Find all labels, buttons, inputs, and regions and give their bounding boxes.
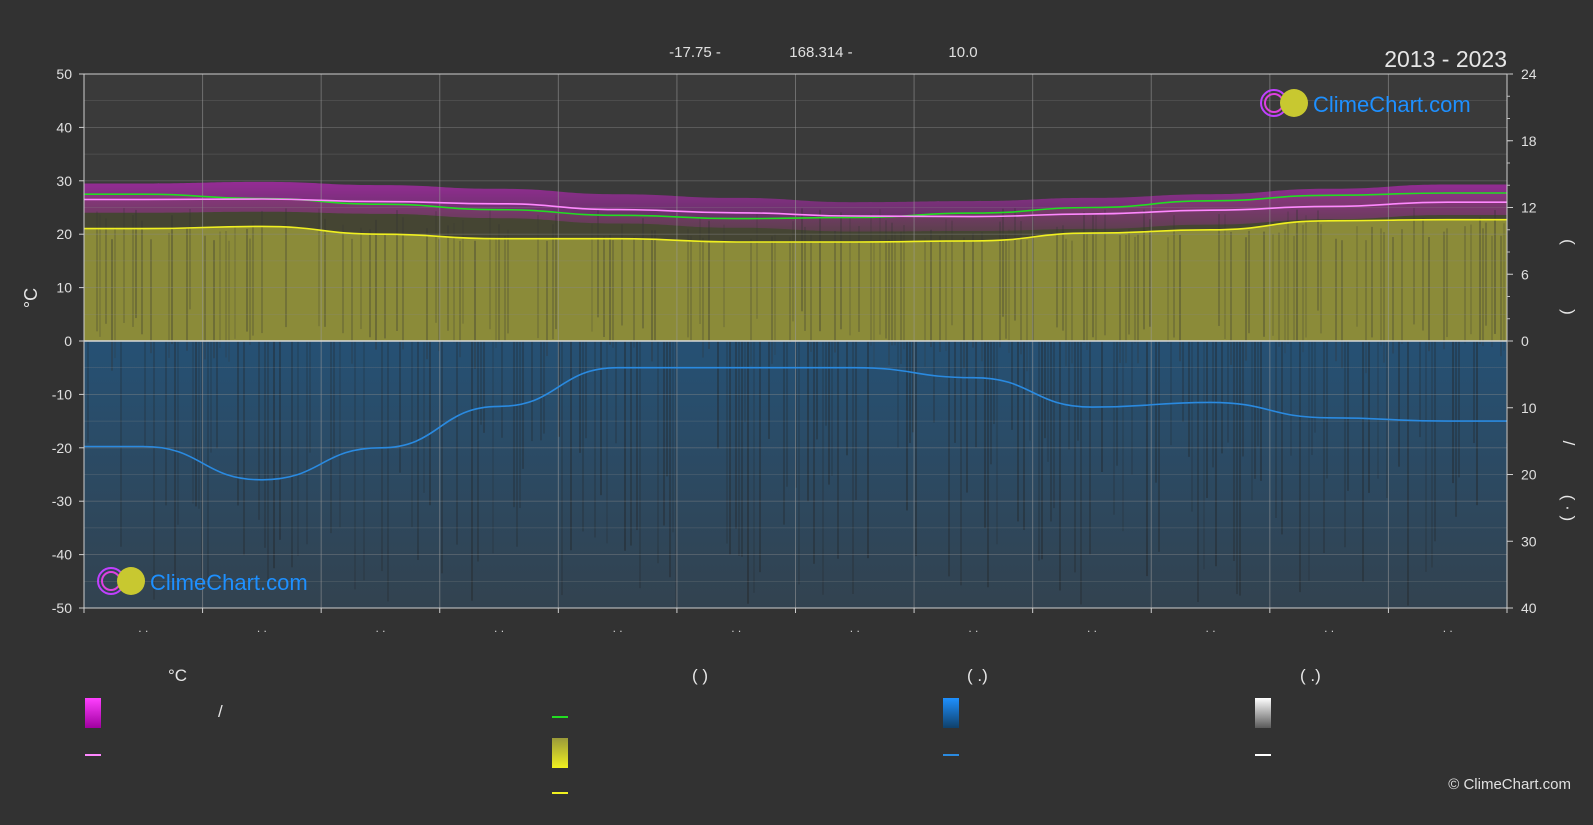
legend-col1-head: °C bbox=[168, 666, 188, 685]
right-lower-tick-label: 30 bbox=[1521, 533, 1537, 549]
left-axis-label: °C bbox=[21, 288, 41, 308]
right-upper-tick-label: 12 bbox=[1521, 200, 1537, 216]
right-upper-tick-label: 18 bbox=[1521, 133, 1537, 149]
header-latitude: -17.75 - bbox=[669, 44, 721, 61]
right-axis-lower-glyph-unit: ( · ) bbox=[1559, 495, 1578, 521]
month-tick-label: . . bbox=[850, 621, 860, 635]
legend-snow-line-swatch bbox=[1255, 754, 1271, 756]
legend: °C / ( ) ( .) ( .) © ClimeChart.com bbox=[0, 640, 1593, 825]
logo-bottom-text: ClimeChart.com bbox=[150, 570, 308, 595]
legend-precip-fill-swatch bbox=[943, 698, 959, 728]
left-tick-label: 40 bbox=[56, 119, 72, 135]
right-axis-upper-glyph-open: ( bbox=[1559, 239, 1578, 245]
sunshine-line bbox=[83, 218, 1507, 243]
legend-col3-head: ( .) bbox=[967, 666, 988, 685]
left-tick-label: -50 bbox=[52, 600, 72, 616]
month-tick-label: . . bbox=[1443, 621, 1453, 635]
logo-sun-icon bbox=[1280, 89, 1308, 117]
legend-temp-band-swatch bbox=[85, 698, 101, 728]
year-range: 2013 - 2023 bbox=[1384, 46, 1507, 72]
precipitation-mean-line bbox=[83, 366, 1507, 481]
right-axis-lower-glyph-slash: / bbox=[1559, 441, 1578, 446]
month-tick-label: . . bbox=[613, 621, 623, 635]
month-tick-label: . . bbox=[494, 621, 504, 635]
right-upper-tick-label: 24 bbox=[1521, 66, 1537, 82]
left-tick-label: -40 bbox=[52, 547, 72, 563]
right-upper-tick-label: 0 bbox=[1521, 333, 1529, 349]
left-tick-label: -30 bbox=[52, 493, 72, 509]
left-tick-label: -20 bbox=[52, 440, 72, 456]
legend-daylight-swatch bbox=[552, 716, 568, 718]
month-tick-label: . . bbox=[1087, 621, 1097, 635]
right-upper-tick-label: 6 bbox=[1521, 266, 1529, 282]
left-tick-label: 0 bbox=[64, 333, 72, 349]
right-lower-tick-label: 10 bbox=[1521, 400, 1537, 416]
month-tick-label: . . bbox=[1324, 621, 1334, 635]
temperature-mean-line bbox=[83, 198, 1507, 218]
month-tick-label: . . bbox=[138, 621, 148, 635]
chart-canvas: 50 40 30 20 10 0 -10 -20 -30 -40 -50 24 18 12 6 0 10 20 3… bbox=[21, 44, 1578, 635]
left-tick-label: 10 bbox=[56, 280, 72, 296]
logo-top: ClimeChart.com bbox=[1260, 89, 1471, 117]
legend-snow-fill-swatch bbox=[1255, 698, 1271, 728]
right-axis-upper-glyph-close: ) bbox=[1559, 309, 1578, 315]
logo-bottom: ClimeChart.com bbox=[97, 567, 308, 595]
legend-precip-line-swatch bbox=[943, 754, 959, 756]
copyright: © ClimeChart.com bbox=[1448, 776, 1571, 793]
legend-col2-head: ( ) bbox=[692, 666, 709, 685]
legend-temp-line-swatch bbox=[85, 754, 101, 756]
month-tick-label: . . bbox=[968, 621, 978, 635]
header-elevation: 10.0 bbox=[948, 44, 977, 61]
left-tick-label: -10 bbox=[52, 386, 72, 402]
right-lower-tick-label: 40 bbox=[1521, 600, 1537, 616]
left-tick-label: 20 bbox=[56, 226, 72, 242]
legend-temp-band-label: / bbox=[218, 702, 223, 721]
legend-col4-head: ( .) bbox=[1300, 666, 1321, 685]
header-longitude: 168.314 - bbox=[789, 44, 852, 61]
right-lower-tick-label: 20 bbox=[1521, 467, 1537, 483]
left-tick-label: 30 bbox=[56, 173, 72, 189]
texture-stripes bbox=[87, 207, 1508, 607]
month-tick-label: . . bbox=[731, 621, 741, 635]
month-tick-label: . . bbox=[375, 621, 385, 635]
legend-sunshine-fill-swatch bbox=[552, 738, 568, 768]
logo-top-text: ClimeChart.com bbox=[1313, 92, 1471, 117]
logo-sun-icon bbox=[117, 567, 145, 595]
left-tick-label: 50 bbox=[56, 66, 72, 82]
month-tick-label: . . bbox=[257, 621, 267, 635]
legend-sunshine-line-swatch bbox=[552, 792, 568, 794]
month-tick-label: . . bbox=[1206, 621, 1216, 635]
